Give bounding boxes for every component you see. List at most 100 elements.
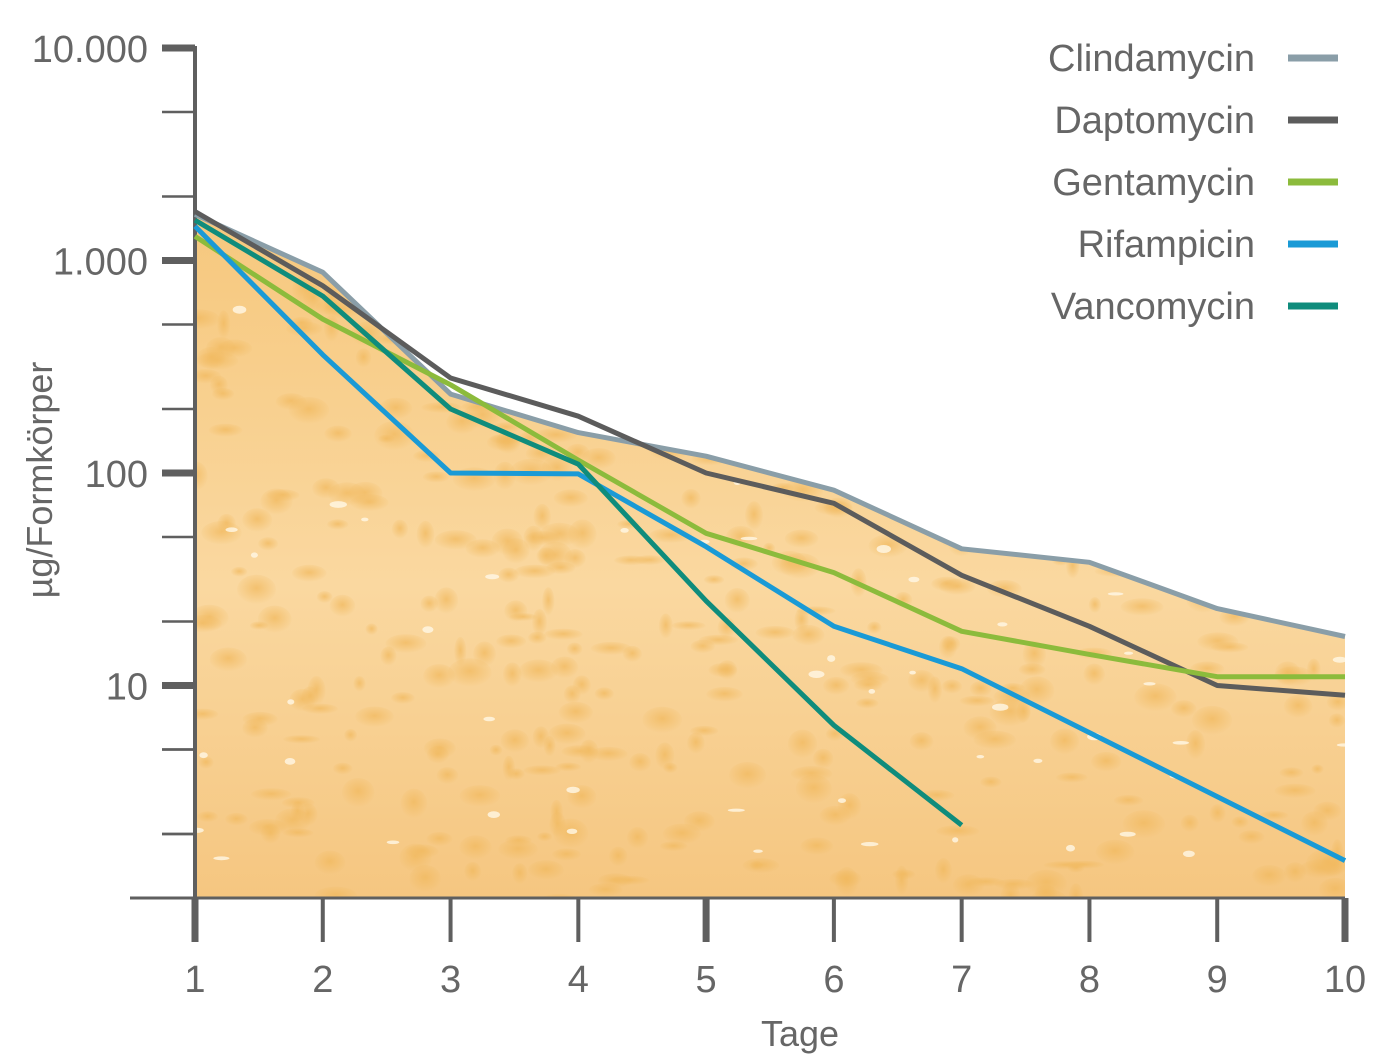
sponge-highlight [567, 285, 582, 291]
sponge-pore [658, 214, 682, 217]
sponge-pore [1161, 400, 1179, 409]
sponge-pore [767, 427, 783, 453]
sponge-pore [355, 706, 394, 728]
sponge-highlight [566, 828, 578, 834]
sponge-pore [541, 227, 556, 246]
sponge-highlight [848, 304, 865, 309]
sponge-pore [380, 646, 397, 666]
sponge-pore [1135, 560, 1159, 576]
sponge-pore [728, 762, 767, 789]
sponge-pore [626, 827, 649, 849]
sponge-pore [524, 246, 564, 270]
sponge-pore [283, 735, 321, 744]
x-tick-label: 3 [440, 959, 461, 1001]
sponge-pore [608, 846, 628, 867]
sponge-pore [434, 530, 477, 550]
sponge-pore [581, 448, 616, 470]
sponge-pore [530, 322, 574, 350]
sponge-pore [1136, 337, 1161, 358]
legend-label-gentamycin: Gentamycin [1052, 162, 1255, 204]
sponge-pore [1185, 730, 1206, 760]
sponge-highlight [1322, 622, 1340, 630]
sponge-highlight [250, 552, 258, 558]
sponge-pore [258, 537, 279, 551]
sponge-pore [288, 397, 330, 424]
sponge-pore [994, 489, 1013, 502]
sponge-pore [1094, 491, 1138, 507]
sponge-pore [451, 243, 491, 257]
sponge-pore [465, 539, 500, 558]
sponge-pore [391, 519, 408, 539]
sponge-pore [514, 564, 556, 579]
legend: Clindamycin Daptomycin Gentamycin Rifampici… [1048, 38, 1338, 328]
sponge-pore [1256, 271, 1289, 280]
sponge-pore [681, 489, 701, 509]
sponge-pore [195, 708, 219, 721]
sponge-pore [1113, 795, 1144, 806]
sponge-pore [196, 351, 239, 371]
sponge-pore [1171, 700, 1197, 718]
sponge-pore [1211, 642, 1249, 653]
sponge-pore [391, 692, 415, 705]
sponge-pore [1258, 446, 1279, 473]
sponge-pore [537, 832, 553, 842]
sponge-pore [405, 844, 439, 859]
sponge-pore [683, 811, 715, 832]
sponge-pore [773, 266, 815, 293]
sponge-pore [553, 489, 588, 508]
sponge-pore [355, 348, 372, 368]
sponge-pore [1293, 362, 1312, 380]
y-tick-label: 1.000 [53, 242, 148, 284]
sponge-pore [333, 762, 353, 775]
sponge-pore [782, 299, 827, 326]
sponge-pore [502, 662, 522, 687]
sponge-pore [629, 753, 651, 772]
sponge-pore [1311, 510, 1327, 528]
x-tick-label: 7 [951, 959, 972, 1001]
sponge-pore [537, 361, 570, 378]
sponge-highlight [1125, 456, 1139, 462]
sponge-pore [496, 634, 527, 649]
sponge-pore [1231, 816, 1249, 829]
sponge-highlight [583, 349, 597, 356]
sponge-pore [688, 249, 720, 278]
sponge-highlight [997, 622, 1008, 627]
sponge-pore [1056, 772, 1088, 783]
sponge-pore [594, 687, 614, 701]
sponge-highlight [570, 312, 581, 321]
sponge-highlight [386, 840, 400, 845]
sponge-highlight [1107, 592, 1124, 596]
sponge-pore [500, 283, 527, 300]
sponge-pore [909, 732, 934, 751]
sponge-pore [800, 837, 834, 856]
sponge-pore [981, 453, 1020, 465]
sponge-pore [980, 776, 1002, 788]
sponge-pore [1093, 381, 1126, 406]
sponge-pore [348, 481, 383, 506]
sponge-pore [666, 255, 687, 273]
sponge-pore [959, 695, 995, 707]
sponge-pore [784, 529, 819, 549]
sponge-pore [754, 366, 779, 375]
sponge-pore [787, 729, 818, 759]
sponge-pore [426, 832, 453, 847]
sponge-pore [231, 566, 248, 577]
sponge-pore [525, 531, 560, 546]
x-tick-label: 2 [312, 959, 333, 1001]
sponge-pore [949, 420, 989, 439]
sponge-pore [1247, 523, 1276, 547]
sponge-highlight [199, 752, 208, 759]
sponge-pore [436, 767, 459, 784]
sponge-pore [574, 309, 608, 331]
sponge-pore [989, 698, 1031, 727]
sponge-pore [1328, 713, 1345, 728]
sponge-highlight [1143, 682, 1156, 686]
y-tick-label: 10 [106, 667, 148, 709]
sponge-pore [563, 685, 581, 704]
sponge-pore [314, 886, 358, 899]
sponge-pore [690, 725, 719, 737]
sponge-pore [1303, 569, 1337, 595]
sponge-pore [622, 392, 645, 415]
sponge-pore [533, 503, 551, 531]
sponge-pore [416, 520, 435, 549]
